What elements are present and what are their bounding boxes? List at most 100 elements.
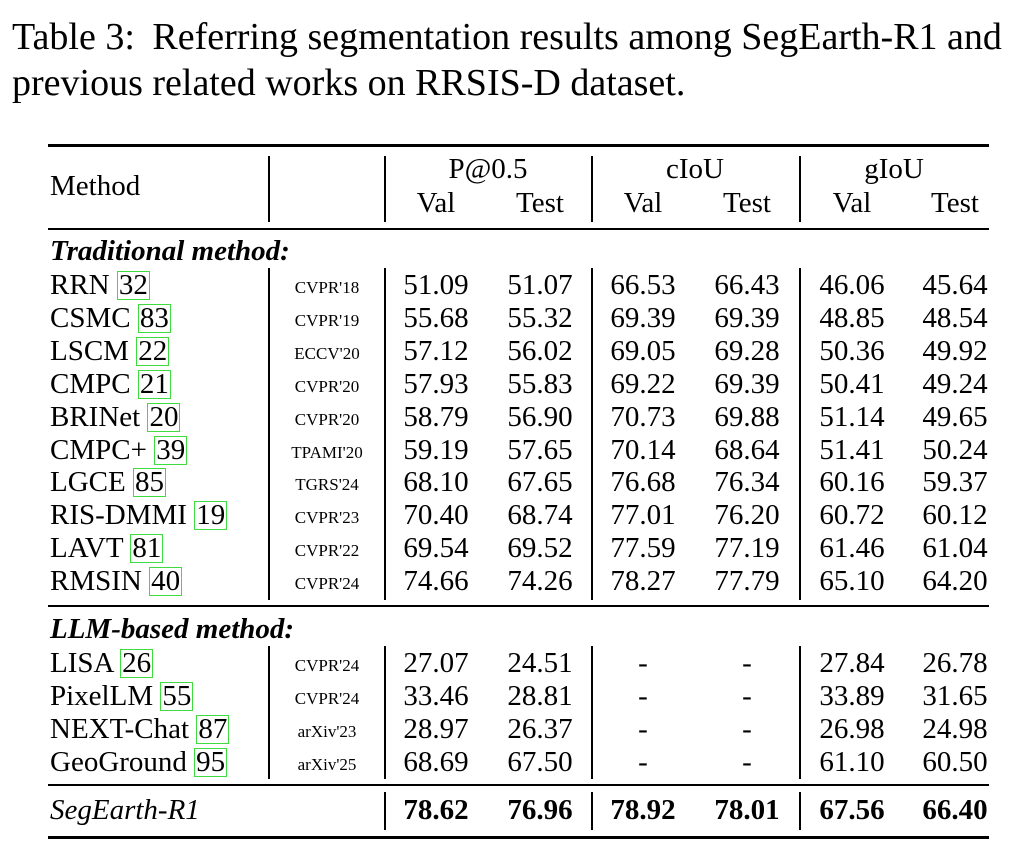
value-cell: 69.39 — [610, 301, 676, 334]
final-value: 78.01 — [714, 794, 780, 826]
venue: CVPR'20 — [294, 376, 360, 396]
value-cell: 69.39 — [714, 301, 780, 334]
value-cell: - — [638, 745, 648, 778]
value-cell: - — [742, 712, 752, 745]
value-cell: 56.02 — [507, 334, 573, 367]
value-cell: 78.27 — [610, 565, 676, 598]
method-name: RMSIN — [50, 565, 142, 598]
value-cell: 48.54 — [922, 301, 988, 334]
citation-link[interactable]: 95 — [194, 745, 228, 778]
value-cell: 51.41 — [819, 433, 885, 466]
value-cell: 55.68 — [403, 301, 469, 334]
value-cell: 24.51 — [507, 647, 573, 679]
value-cell: 33.89 — [819, 679, 885, 712]
value-cell: 69.22 — [610, 367, 676, 400]
value-cell: 45.64 — [922, 269, 988, 301]
method-name: CMPC — [50, 367, 131, 400]
value-cell: - — [742, 679, 752, 712]
value-cell: 74.26 — [507, 565, 573, 598]
sub-header: Test — [516, 187, 564, 219]
citation-link[interactable]: 87 — [196, 712, 230, 745]
final-value: 66.40 — [922, 794, 988, 826]
value-cell: 69.54 — [403, 532, 469, 565]
citation-link[interactable]: 26 — [120, 647, 154, 679]
header-divider — [384, 156, 386, 222]
value-cell: 77.01 — [610, 499, 676, 532]
value-cell: 69.39 — [714, 367, 780, 400]
value-cell: 49.24 — [922, 367, 988, 400]
body-divider — [799, 268, 801, 600]
value-cell: - — [638, 647, 648, 679]
final-value: 78.62 — [403, 794, 469, 826]
value-cell: 66.53 — [610, 269, 676, 301]
citation-link[interactable]: 81 — [130, 532, 164, 565]
value-cell: 24.98 — [922, 712, 988, 745]
method-name-cell: RMSIN 40 — [50, 565, 183, 598]
header-divider — [799, 156, 801, 222]
value-cell: 57.65 — [507, 433, 573, 466]
value-cell: 69.88 — [714, 400, 780, 433]
value-cell: 55.32 — [507, 301, 573, 334]
citation-link[interactable]: 32 — [116, 269, 150, 301]
value-cell: 68.74 — [507, 499, 573, 532]
citation-link[interactable]: 39 — [154, 433, 188, 466]
citation-link[interactable]: 20 — [147, 400, 181, 433]
value-cell: 77.59 — [610, 532, 676, 565]
value-cell: 33.46 — [403, 679, 469, 712]
method-name: LGCE — [50, 466, 126, 499]
venue: CVPR'18 — [294, 278, 360, 297]
citation-link[interactable]: 22 — [136, 334, 170, 367]
value-cell: 57.12 — [403, 334, 469, 367]
citation-link[interactable]: 55 — [160, 679, 194, 712]
citation-link[interactable]: 85 — [132, 466, 166, 499]
value-cell: - — [742, 647, 752, 679]
value-cell: - — [638, 712, 648, 745]
section-rule — [48, 605, 989, 607]
method-name-cell: LGCE 85 — [50, 466, 166, 498]
value-cell: 51.14 — [819, 400, 885, 433]
venue: CVPR'20 — [294, 409, 360, 429]
value-cell: 60.72 — [819, 499, 885, 532]
final-divider — [591, 792, 593, 830]
citation-link[interactable]: 83 — [137, 301, 171, 334]
citation-link[interactable]: 40 — [149, 565, 183, 598]
method-name: GeoGround — [50, 745, 187, 778]
group-header-precision: P@0.5 — [448, 153, 528, 185]
table-caption: Table 3: Referring segmentation results … — [12, 14, 1022, 106]
bottom-rule — [48, 836, 989, 839]
method-name: LAVT — [50, 532, 124, 565]
sub-header: Val — [623, 187, 663, 219]
sub-header: Val — [832, 187, 872, 219]
venue: arXiv'25 — [297, 754, 357, 774]
value-cell: 70.73 — [610, 400, 676, 433]
value-cell: 61.46 — [819, 532, 885, 565]
group-header-giou: gIoU — [864, 153, 924, 185]
value-cell: 28.81 — [507, 679, 573, 712]
venue: CVPR'19 — [294, 310, 360, 330]
method-name: LISA — [50, 647, 113, 679]
value-cell: 28.97 — [403, 712, 469, 745]
value-cell: 60.12 — [922, 499, 988, 532]
header-divider — [268, 156, 270, 222]
venue: CVPR'22 — [294, 541, 360, 561]
method-name: PixelLM — [50, 679, 154, 712]
final-value: 78.92 — [610, 794, 676, 826]
body-divider — [384, 268, 386, 600]
method-name-cell: LAVT 81 — [50, 532, 164, 565]
body-divider — [268, 268, 270, 600]
method-header: Method — [50, 170, 141, 202]
section-title-traditional: Traditional method: — [50, 235, 290, 267]
value-cell: 77.79 — [714, 565, 780, 598]
value-cell: 58.79 — [403, 400, 469, 433]
value-cell: 69.05 — [610, 334, 676, 367]
citation-link[interactable]: 21 — [137, 367, 171, 400]
value-cell: 65.10 — [819, 565, 885, 598]
top-rule — [48, 144, 989, 147]
value-cell: 66.43 — [714, 269, 780, 301]
method-name: NEXT-Chat — [50, 712, 190, 745]
body-divider — [591, 646, 593, 779]
citation-link[interactable]: 19 — [194, 499, 228, 532]
final-value: 67.56 — [819, 794, 885, 826]
value-cell: 49.65 — [922, 400, 988, 433]
section-title-llm: LLM-based method: — [50, 613, 295, 645]
